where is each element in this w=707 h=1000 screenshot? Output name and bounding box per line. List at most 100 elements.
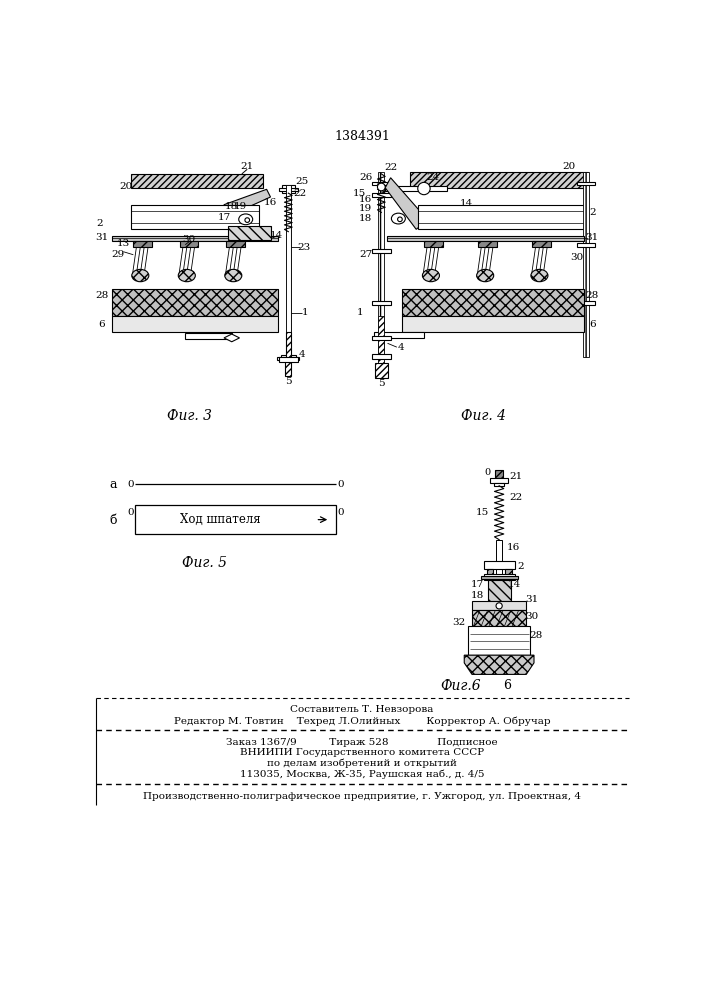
Bar [410,172,588,188]
Bar [495,470,503,478]
Bar [490,478,508,483]
Bar [135,505,337,534]
Text: 27: 27 [359,250,373,259]
Bar [373,332,424,338]
Bar [402,316,585,332]
Bar [286,332,291,359]
Bar [372,354,391,359]
Text: Фиг. 4: Фиг. 4 [461,409,506,423]
Text: 19: 19 [359,204,373,213]
Bar [424,241,443,247]
Text: 1: 1 [302,308,309,317]
Text: 18: 18 [225,202,238,211]
Text: 14: 14 [270,231,284,240]
Bar [286,185,291,363]
Circle shape [496,603,502,609]
Text: 0: 0 [128,480,134,489]
Bar [506,569,512,578]
Bar [468,626,530,655]
Text: 1: 1 [356,308,363,317]
Text: 31: 31 [525,595,538,604]
Text: Фиг.6: Фиг.6 [440,679,481,693]
Text: 15: 15 [353,189,366,198]
Bar [472,601,526,610]
Bar [378,172,385,357]
Bar [279,357,298,362]
Text: Ход шпателя: Ход шпателя [180,513,260,526]
Circle shape [418,182,430,195]
Bar [185,333,232,339]
Text: 16: 16 [264,198,277,207]
Text: 2: 2 [518,562,524,571]
Text: 0: 0 [128,508,134,517]
Bar [577,243,595,247]
Text: 26: 26 [359,173,373,182]
Text: 2: 2 [96,219,103,228]
Bar [488,578,510,601]
Text: 15: 15 [475,508,489,517]
Ellipse shape [531,269,548,282]
Text: 30: 30 [182,235,196,244]
Bar [375,363,387,378]
Text: 2: 2 [589,208,595,217]
Text: 1384391: 1384391 [334,130,390,143]
Bar [372,301,391,305]
Text: Фиг. 3: Фиг. 3 [167,409,211,423]
Text: 4: 4 [299,350,305,359]
Text: Фиг. 5: Фиг. 5 [182,556,227,570]
Bar [472,610,526,626]
Text: 0: 0 [484,468,491,477]
Text: 13: 13 [117,239,130,248]
Bar [285,361,291,376]
Bar [378,316,385,366]
Text: 0: 0 [337,508,344,517]
Text: 20: 20 [562,162,575,171]
Bar [228,226,271,240]
Bar [112,235,279,241]
Bar [577,301,595,305]
Text: 21: 21 [510,472,522,481]
Bar [112,316,279,332]
Bar [532,241,551,247]
Circle shape [378,183,385,191]
Ellipse shape [477,269,493,282]
Bar [478,241,497,247]
Bar [583,172,589,357]
Bar [112,289,279,316]
Polygon shape [224,334,240,342]
Bar [180,241,199,247]
Text: 31: 31 [585,233,599,242]
Ellipse shape [132,269,149,282]
Ellipse shape [225,269,242,282]
Text: 18: 18 [359,214,373,223]
Text: 20: 20 [119,182,132,191]
Text: 22: 22 [293,189,307,198]
Bar [372,336,391,340]
Text: 28: 28 [530,631,543,640]
Text: 25: 25 [296,177,309,186]
Text: 30: 30 [525,612,538,621]
Text: 28: 28 [95,291,108,300]
Bar [494,483,504,486]
Text: 23: 23 [297,243,310,252]
Polygon shape [464,655,534,674]
Ellipse shape [239,214,252,225]
Bar [481,576,518,579]
Text: 16: 16 [359,195,373,204]
Ellipse shape [422,269,440,282]
Text: 6: 6 [589,320,595,329]
Bar [484,561,515,569]
Text: 16: 16 [506,543,520,552]
Text: 30: 30 [570,253,583,262]
Bar [387,235,585,241]
Text: 6: 6 [503,679,511,692]
Text: 5: 5 [285,377,292,386]
Bar [372,249,391,253]
Bar [372,182,391,185]
Text: 24: 24 [426,173,440,182]
Text: б: б [110,514,117,527]
Text: 14: 14 [508,580,521,589]
Text: 5: 5 [378,379,385,388]
Bar [418,205,588,229]
Text: 17: 17 [471,580,484,589]
